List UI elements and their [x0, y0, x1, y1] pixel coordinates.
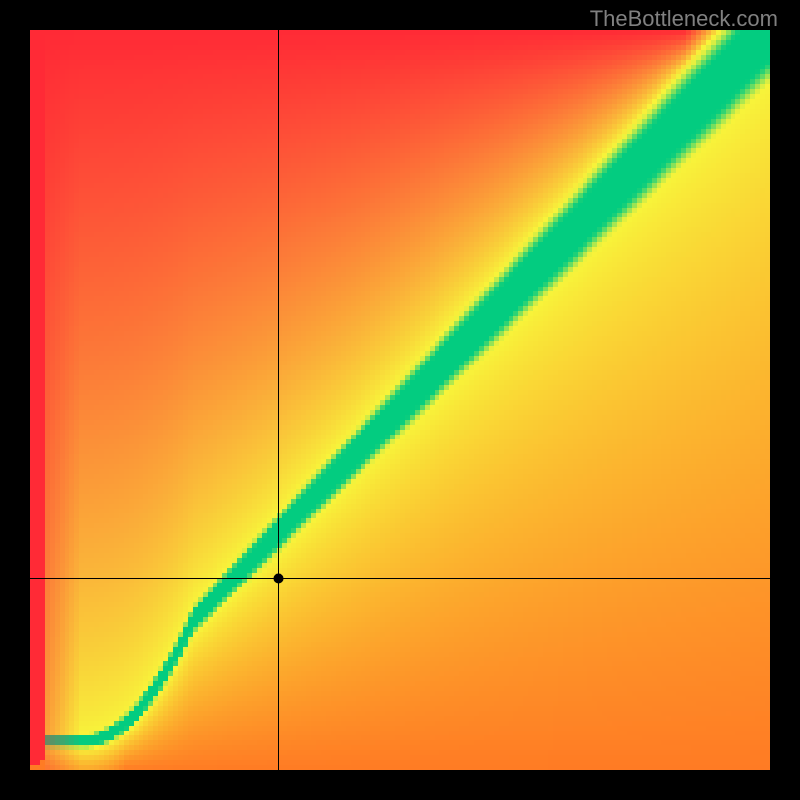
- chart-container: TheBottleneck.com: [0, 0, 800, 800]
- bottleneck-heatmap: [30, 30, 770, 770]
- watermark-text: TheBottleneck.com: [590, 6, 778, 32]
